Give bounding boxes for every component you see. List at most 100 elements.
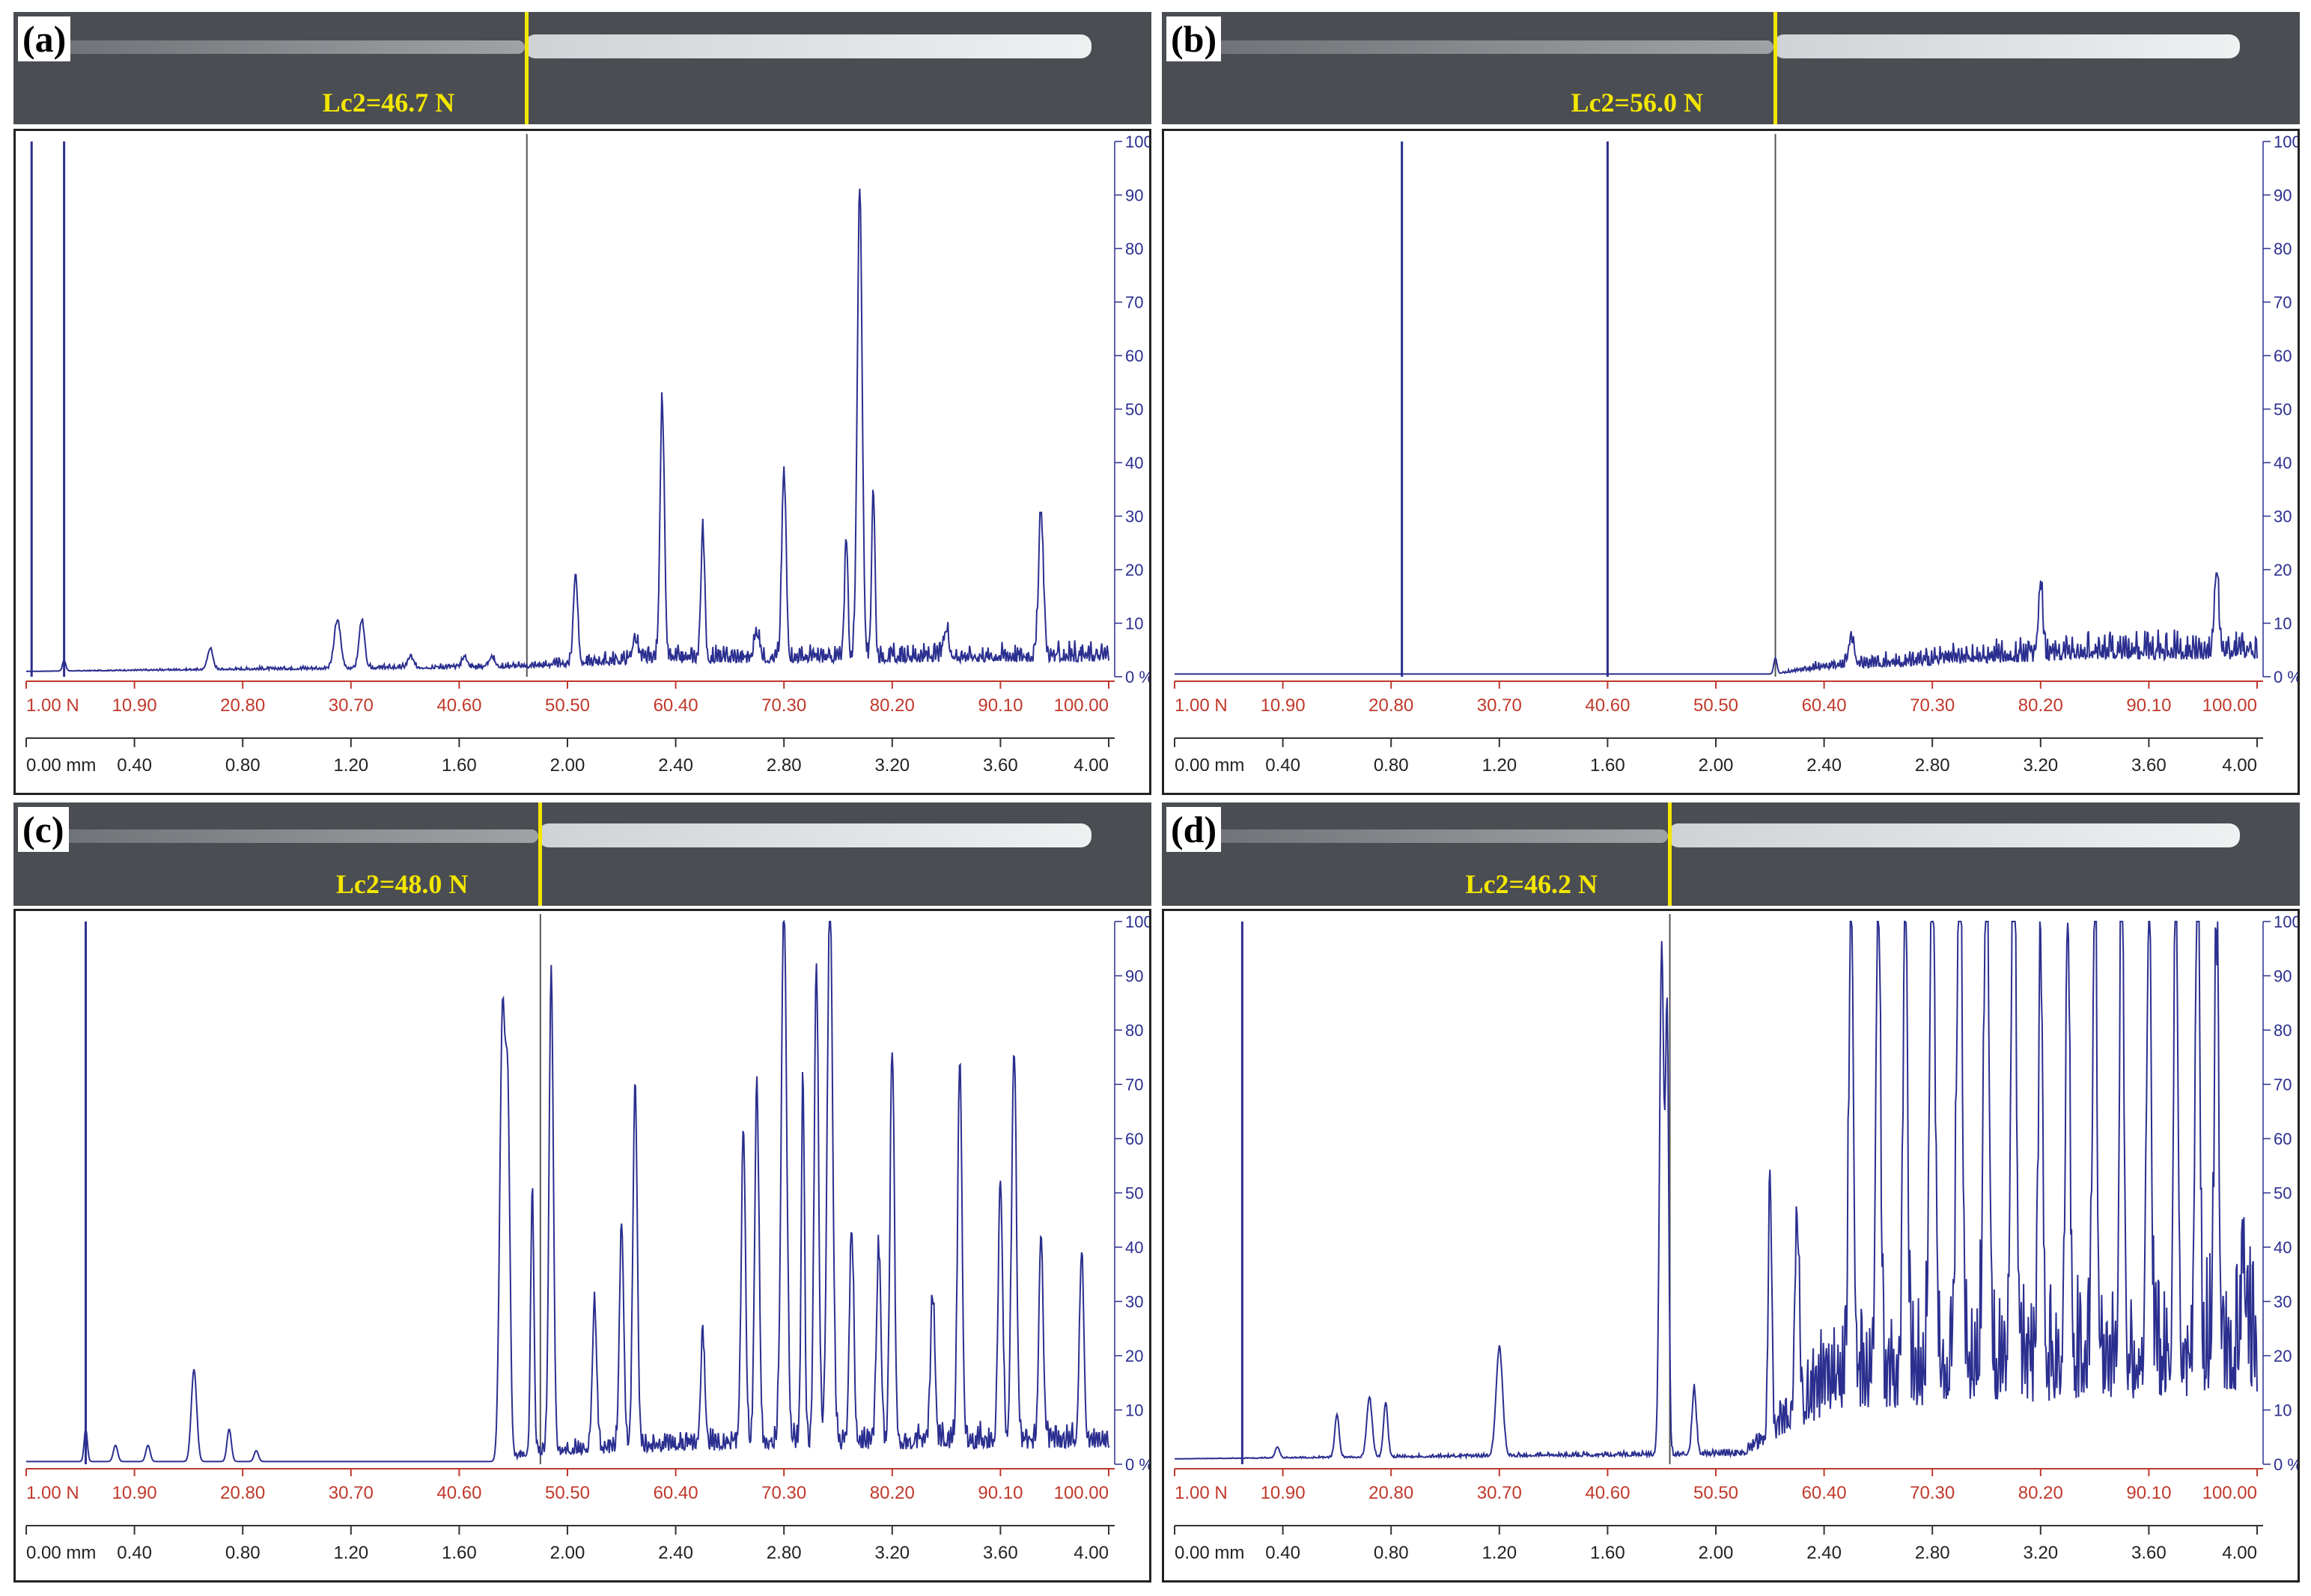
distance-tick-label: 3.60 [983,1543,1018,1563]
lc2-label: Lc2=56.0 N [1571,88,1704,118]
distance-tick-label: 1.20 [1482,755,1517,776]
plot-svg: 0 % 10 20 30 40 50 60 70 80 90 100 1.00 N 10.90 20.80… [1174,133,2302,776]
percent-tick-label: 80 [2274,1021,2292,1040]
scratch-track-image: Lc2=46.7 N [13,12,1151,124]
distance-tick-label: 1.60 [442,1543,477,1563]
percent-tick-label: 60 [2274,347,2292,365]
percent-tick-label: 90 [1125,967,1143,986]
percent-tick-label: 20 [1125,561,1143,579]
force-tick-label: 10.90 [112,695,157,716]
lc2-marker-line [1773,12,1777,124]
percent-tick-label: 10 [1125,1401,1143,1420]
distance-tick-label: 1.20 [1482,1543,1517,1563]
percent-tick-label: 100 [2274,133,2298,151]
plot-svg: 0 % 10 20 30 40 50 60 70 80 90 100 1.00 N 10.90 20.80… [1174,913,2302,1563]
percent-tick-label: 90 [2274,186,2292,205]
force-tick-label: 30.70 [1477,1483,1522,1503]
percent-tick-label: 0 % [1125,668,1149,686]
distance-tick-label: 0.00 mm [1175,1543,1244,1563]
force-tick-label: 90.10 [978,695,1023,716]
distance-tick-label: 0.80 [1374,755,1409,776]
percent-tick-label: 60 [1125,347,1143,365]
distance-tick-label: 2.40 [658,755,693,776]
lc2-label: Lc2=46.7 N [322,88,455,118]
plot-svg: 0 % 10 20 30 40 50 60 70 80 90 100 1.00 N 10.90 20.80… [25,133,1154,776]
force-tick-label: 90.10 [2126,695,2171,716]
scratch-track-early [58,40,525,54]
panel-a: Lc2=46.7 N (a) 0 % 10 20 30 40 50 60 70 80 90 100 1.0… [13,12,1154,795]
acoustic-signal-series [1174,921,2258,1461]
distance-tick-label: 2.80 [1915,755,1950,776]
percent-tick-label: 30 [1125,508,1143,526]
percent-tick-label: 70 [1125,293,1143,312]
distance-tick-label: 0.00 mm [26,1543,96,1563]
force-tick-label: 1.00 N [26,1483,79,1503]
distance-tick-label: 1.60 [1590,755,1625,776]
percent-tick-label: 0 % [2274,668,2298,686]
force-tick-label: 60.40 [654,695,698,716]
distance-tick-label: 2.80 [767,1543,802,1563]
percent-tick-label: 30 [1125,1293,1143,1312]
force-tick-label: 40.60 [436,1483,481,1503]
scratch-signal-plot: 0 % 10 20 30 40 50 60 70 80 90 100 1.00 N 10.90 20.80… [13,909,1154,1583]
distance-tick-label: 3.20 [2023,1543,2058,1563]
force-tick-label: 30.70 [1477,695,1522,716]
distance-tick-label: 2.40 [1806,1543,1842,1563]
force-tick-label: 40.60 [1585,695,1630,716]
force-tick-label: 20.80 [1368,1483,1413,1503]
percent-tick-label: 30 [2274,508,2292,526]
distance-tick-label: 2.00 [1699,1543,1734,1563]
scratch-track-early [1207,829,1668,843]
distance-tick-label: 4.00 [2222,755,2257,776]
force-tick-label: 10.90 [1261,695,1306,716]
distance-tick-label: 2.00 [550,755,585,776]
distance-tick-label: 3.60 [2131,1543,2167,1563]
percent-tick-label: 20 [1125,1347,1143,1365]
percent-tick-label: 50 [1125,400,1143,419]
panel-letter: (d) [1166,807,1222,852]
force-tick-label: 10.90 [1261,1483,1306,1503]
percent-tick-label: 10 [2274,1401,2292,1420]
force-tick-label: 60.40 [1802,695,1847,716]
percent-tick-label: 60 [1125,1130,1143,1148]
distance-tick-label: 3.20 [874,755,910,776]
distance-tick-label: 0.40 [117,755,152,776]
distance-tick-label: 0.40 [117,1543,152,1563]
panel-b: Lc2=56.0 N (b) 0 % 10 20 30 40 50 60 70 80 90 100 1.0… [1162,12,2302,795]
force-tick-label: 20.80 [220,1483,265,1503]
force-tick-label: 20.80 [220,695,265,716]
percent-tick-label: 0 % [1125,1455,1149,1474]
scratch-track-image: Lc2=48.0 N [13,802,1151,906]
distance-tick-label: 2.40 [1806,755,1842,776]
acoustic-signal-series [26,919,1109,1463]
acoustic-signal-series [1175,572,2258,675]
percent-tick-label: 90 [2274,967,2292,986]
scratch-track-image: Lc2=46.2 N [1162,802,2300,906]
distance-tick-label: 2.80 [1915,1543,1950,1563]
force-tick-label: 10.90 [112,1483,157,1503]
force-tick-label: 30.70 [329,1483,374,1503]
distance-tick-label: 3.60 [983,755,1018,776]
distance-tick-label: 3.60 [2131,755,2167,776]
scratch-track-image: Lc2=56.0 N [1162,12,2300,124]
percent-tick-label: 80 [1125,1021,1143,1040]
scratch-track-damaged [538,823,1091,847]
percent-tick-label: 40 [1125,454,1143,472]
force-tick-label: 100.00 [2202,1483,2257,1503]
force-tick-label: 70.30 [1910,695,1955,716]
percent-tick-label: 50 [2274,400,2292,419]
force-tick-label: 60.40 [1802,1483,1847,1503]
percent-tick-label: 70 [1125,1076,1143,1094]
distance-tick-label: 0.80 [225,1543,261,1563]
percent-tick-label: 50 [1125,1184,1143,1203]
distance-tick-label: 4.00 [1074,755,1109,776]
force-tick-label: 100.00 [1054,695,1109,716]
distance-tick-label: 2.80 [767,755,802,776]
panel-c: Lc2=48.0 N (c) 0 % 10 20 30 40 50 60 70 80 90 100 1.0… [13,802,1154,1583]
distance-tick-label: 3.20 [2023,755,2058,776]
acoustic-signal-series [25,189,1109,672]
scratch-signal-plot: 0 % 10 20 30 40 50 60 70 80 90 100 1.00 N 10.90 20.80… [13,129,1154,795]
percent-tick-label: 60 [2274,1130,2292,1148]
force-tick-label: 80.20 [2018,695,2063,716]
distance-tick-label: 0.00 mm [1175,755,1244,776]
